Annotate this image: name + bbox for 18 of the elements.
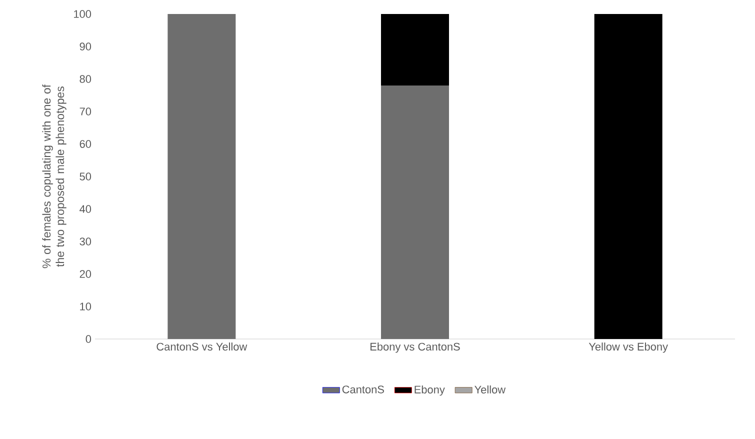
y-tick-label: 70 <box>80 108 92 116</box>
y-tick-label: 50 <box>80 172 92 180</box>
y-tick-label: 0 <box>86 335 92 343</box>
y-tick-label: 60 <box>80 140 92 148</box>
y-tick-label: 30 <box>80 238 92 246</box>
legend-label: Ebony <box>414 385 445 396</box>
y-axis-title: % of females copulating with one of the two proposed male phenotypes <box>42 84 66 268</box>
x-tick-label: Ebony vs CantonS <box>370 342 460 353</box>
x-tick-label: Yellow vs Ebony <box>588 342 668 353</box>
x-tick-label: CantonS vs Yellow <box>156 342 248 351</box>
y-tick-label: 10 <box>80 302 92 310</box>
y-tick-label: 90 <box>80 42 92 50</box>
y-tick-label: 40 <box>80 205 92 213</box>
y-tick-label: 100 <box>74 10 92 18</box>
y-tick-label: 20 <box>80 270 92 278</box>
y-tick-label: 80 <box>80 75 92 83</box>
legend-label: Yellow <box>474 385 506 394</box>
legend-label: CantonS <box>342 386 384 394</box>
